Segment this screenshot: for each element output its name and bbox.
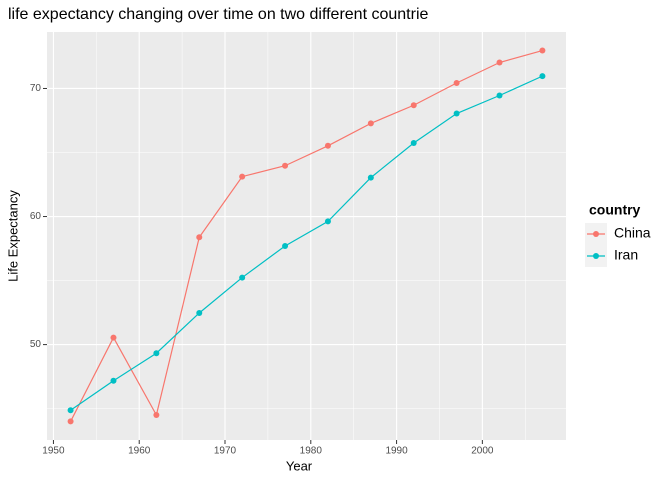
- plot-panel: [47, 32, 566, 440]
- y-axis-label: Life Expectancy: [5, 190, 20, 282]
- data-point: [153, 350, 160, 357]
- x-axis-label: Year: [286, 458, 313, 473]
- legend-label: Iran: [614, 247, 638, 263]
- legend-label: China: [614, 225, 651, 241]
- series-line: [70, 49, 543, 422]
- y-tick-label: 50: [30, 339, 42, 350]
- legend-title: country: [589, 202, 641, 218]
- chart-title: life expectancy changing over time on tw…: [8, 6, 428, 23]
- data-point: [196, 309, 203, 316]
- x-tick-label: 1990: [385, 446, 408, 457]
- data-point: [496, 59, 503, 66]
- x-tick-label: 1970: [214, 446, 237, 457]
- data-point: [539, 73, 546, 80]
- data-point: [367, 120, 374, 127]
- data-point: [110, 334, 117, 341]
- data-point: [539, 47, 546, 54]
- data-point: [153, 412, 160, 419]
- series-line: [70, 75, 543, 411]
- data-point: [410, 140, 417, 147]
- data-point: [67, 407, 74, 414]
- data-point: [110, 377, 117, 384]
- x-tick-label: 1960: [128, 446, 151, 457]
- x-tick-label: 2000: [471, 446, 494, 457]
- x-tick-label: 1950: [42, 446, 65, 457]
- x-tick-label: 1980: [300, 446, 323, 457]
- data-point: [496, 92, 503, 99]
- data-point: [453, 110, 460, 117]
- data-point: [453, 80, 460, 87]
- data-point: [196, 234, 203, 241]
- data-point: [67, 418, 74, 425]
- y-tick-label: 60: [30, 211, 42, 222]
- data-point: [324, 218, 331, 225]
- data-point: [282, 162, 289, 169]
- legend-key-point: [593, 231, 599, 237]
- data-point: [239, 173, 246, 180]
- data-point: [239, 274, 246, 281]
- data-point: [324, 142, 331, 149]
- y-tick-label: 70: [30, 83, 42, 94]
- legend-key-point: [593, 253, 599, 259]
- data-point: [367, 174, 374, 181]
- data-point: [410, 102, 417, 109]
- data-point: [282, 242, 289, 249]
